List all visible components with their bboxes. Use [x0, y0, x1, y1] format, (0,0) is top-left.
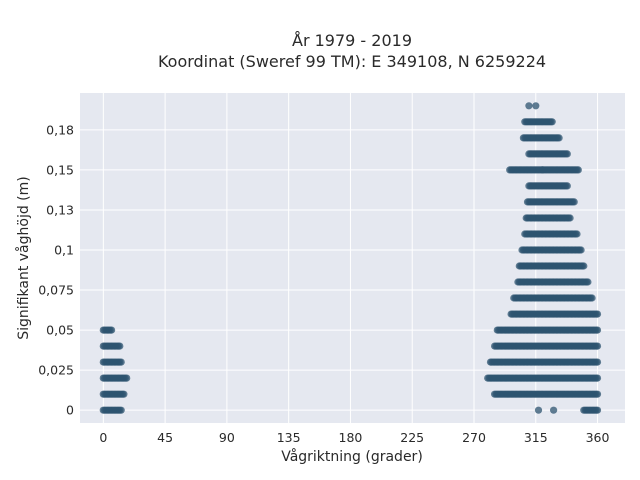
y-tick-label: 0,075: [38, 283, 74, 298]
data-point: [593, 374, 602, 382]
y-tick-label: 0,13: [46, 202, 74, 217]
data-point: [532, 102, 540, 110]
y-tick-label: 0,1: [54, 242, 74, 257]
data-point: [570, 198, 578, 206]
data-point: [566, 214, 574, 222]
data-point: [593, 358, 602, 366]
chart-title: År 1979 - 2019: [292, 31, 412, 50]
data-point: [577, 246, 585, 254]
data-point: [573, 230, 581, 238]
y-axis-label: Signifikant våghöjd (m): [15, 176, 32, 339]
data-point: [563, 182, 571, 190]
data-points: [99, 102, 602, 414]
y-tick-label: 0,15: [46, 162, 74, 177]
data-point: [593, 406, 602, 414]
y-tick-label: 0,025: [38, 363, 74, 378]
data-point: [593, 326, 602, 334]
data-point: [116, 342, 124, 350]
x-axis-ticks: 0 45 90 135 180 225 270 315 360: [99, 430, 609, 445]
data-point: [117, 406, 125, 414]
data-point: [580, 262, 588, 270]
x-tick-label: 315: [524, 430, 548, 445]
y-tick-label: 0: [66, 403, 74, 418]
data-point: [120, 390, 128, 398]
data-point: [588, 294, 596, 302]
data-point: [534, 406, 543, 414]
x-tick-label: 270: [462, 430, 486, 445]
chart-subtitle: Koordinat (Sweref 99 TM): E 349108, N 62…: [158, 52, 546, 71]
data-point: [563, 150, 571, 158]
y-axis-ticks: 0 0,025 0,05 0,075 0,1 0,13 0,15 0,18: [38, 122, 74, 417]
data-point: [574, 166, 582, 174]
data-point: [539, 166, 547, 174]
x-tick-label: 0: [99, 430, 107, 445]
data-point: [593, 310, 602, 318]
data-point: [123, 374, 131, 382]
data-point: [117, 358, 125, 366]
x-tick-label: 225: [400, 430, 424, 445]
x-tick-label: 90: [219, 430, 235, 445]
data-point: [593, 342, 602, 350]
data-point: [548, 118, 556, 126]
data-point: [525, 102, 533, 110]
data-point: [108, 326, 116, 334]
x-tick-label: 135: [277, 430, 301, 445]
data-point: [584, 278, 592, 286]
data-point: [555, 134, 563, 142]
plot-area: [80, 93, 625, 423]
x-tick-label: 180: [339, 430, 363, 445]
y-tick-label: 0,05: [46, 323, 74, 338]
y-tick-label: 0,18: [46, 122, 74, 137]
x-tick-label: 45: [157, 430, 173, 445]
x-axis-label: Vågriktning (grader): [281, 448, 423, 465]
x-tick-label: 360: [586, 430, 610, 445]
data-point: [550, 406, 558, 414]
data-point: [593, 390, 602, 398]
